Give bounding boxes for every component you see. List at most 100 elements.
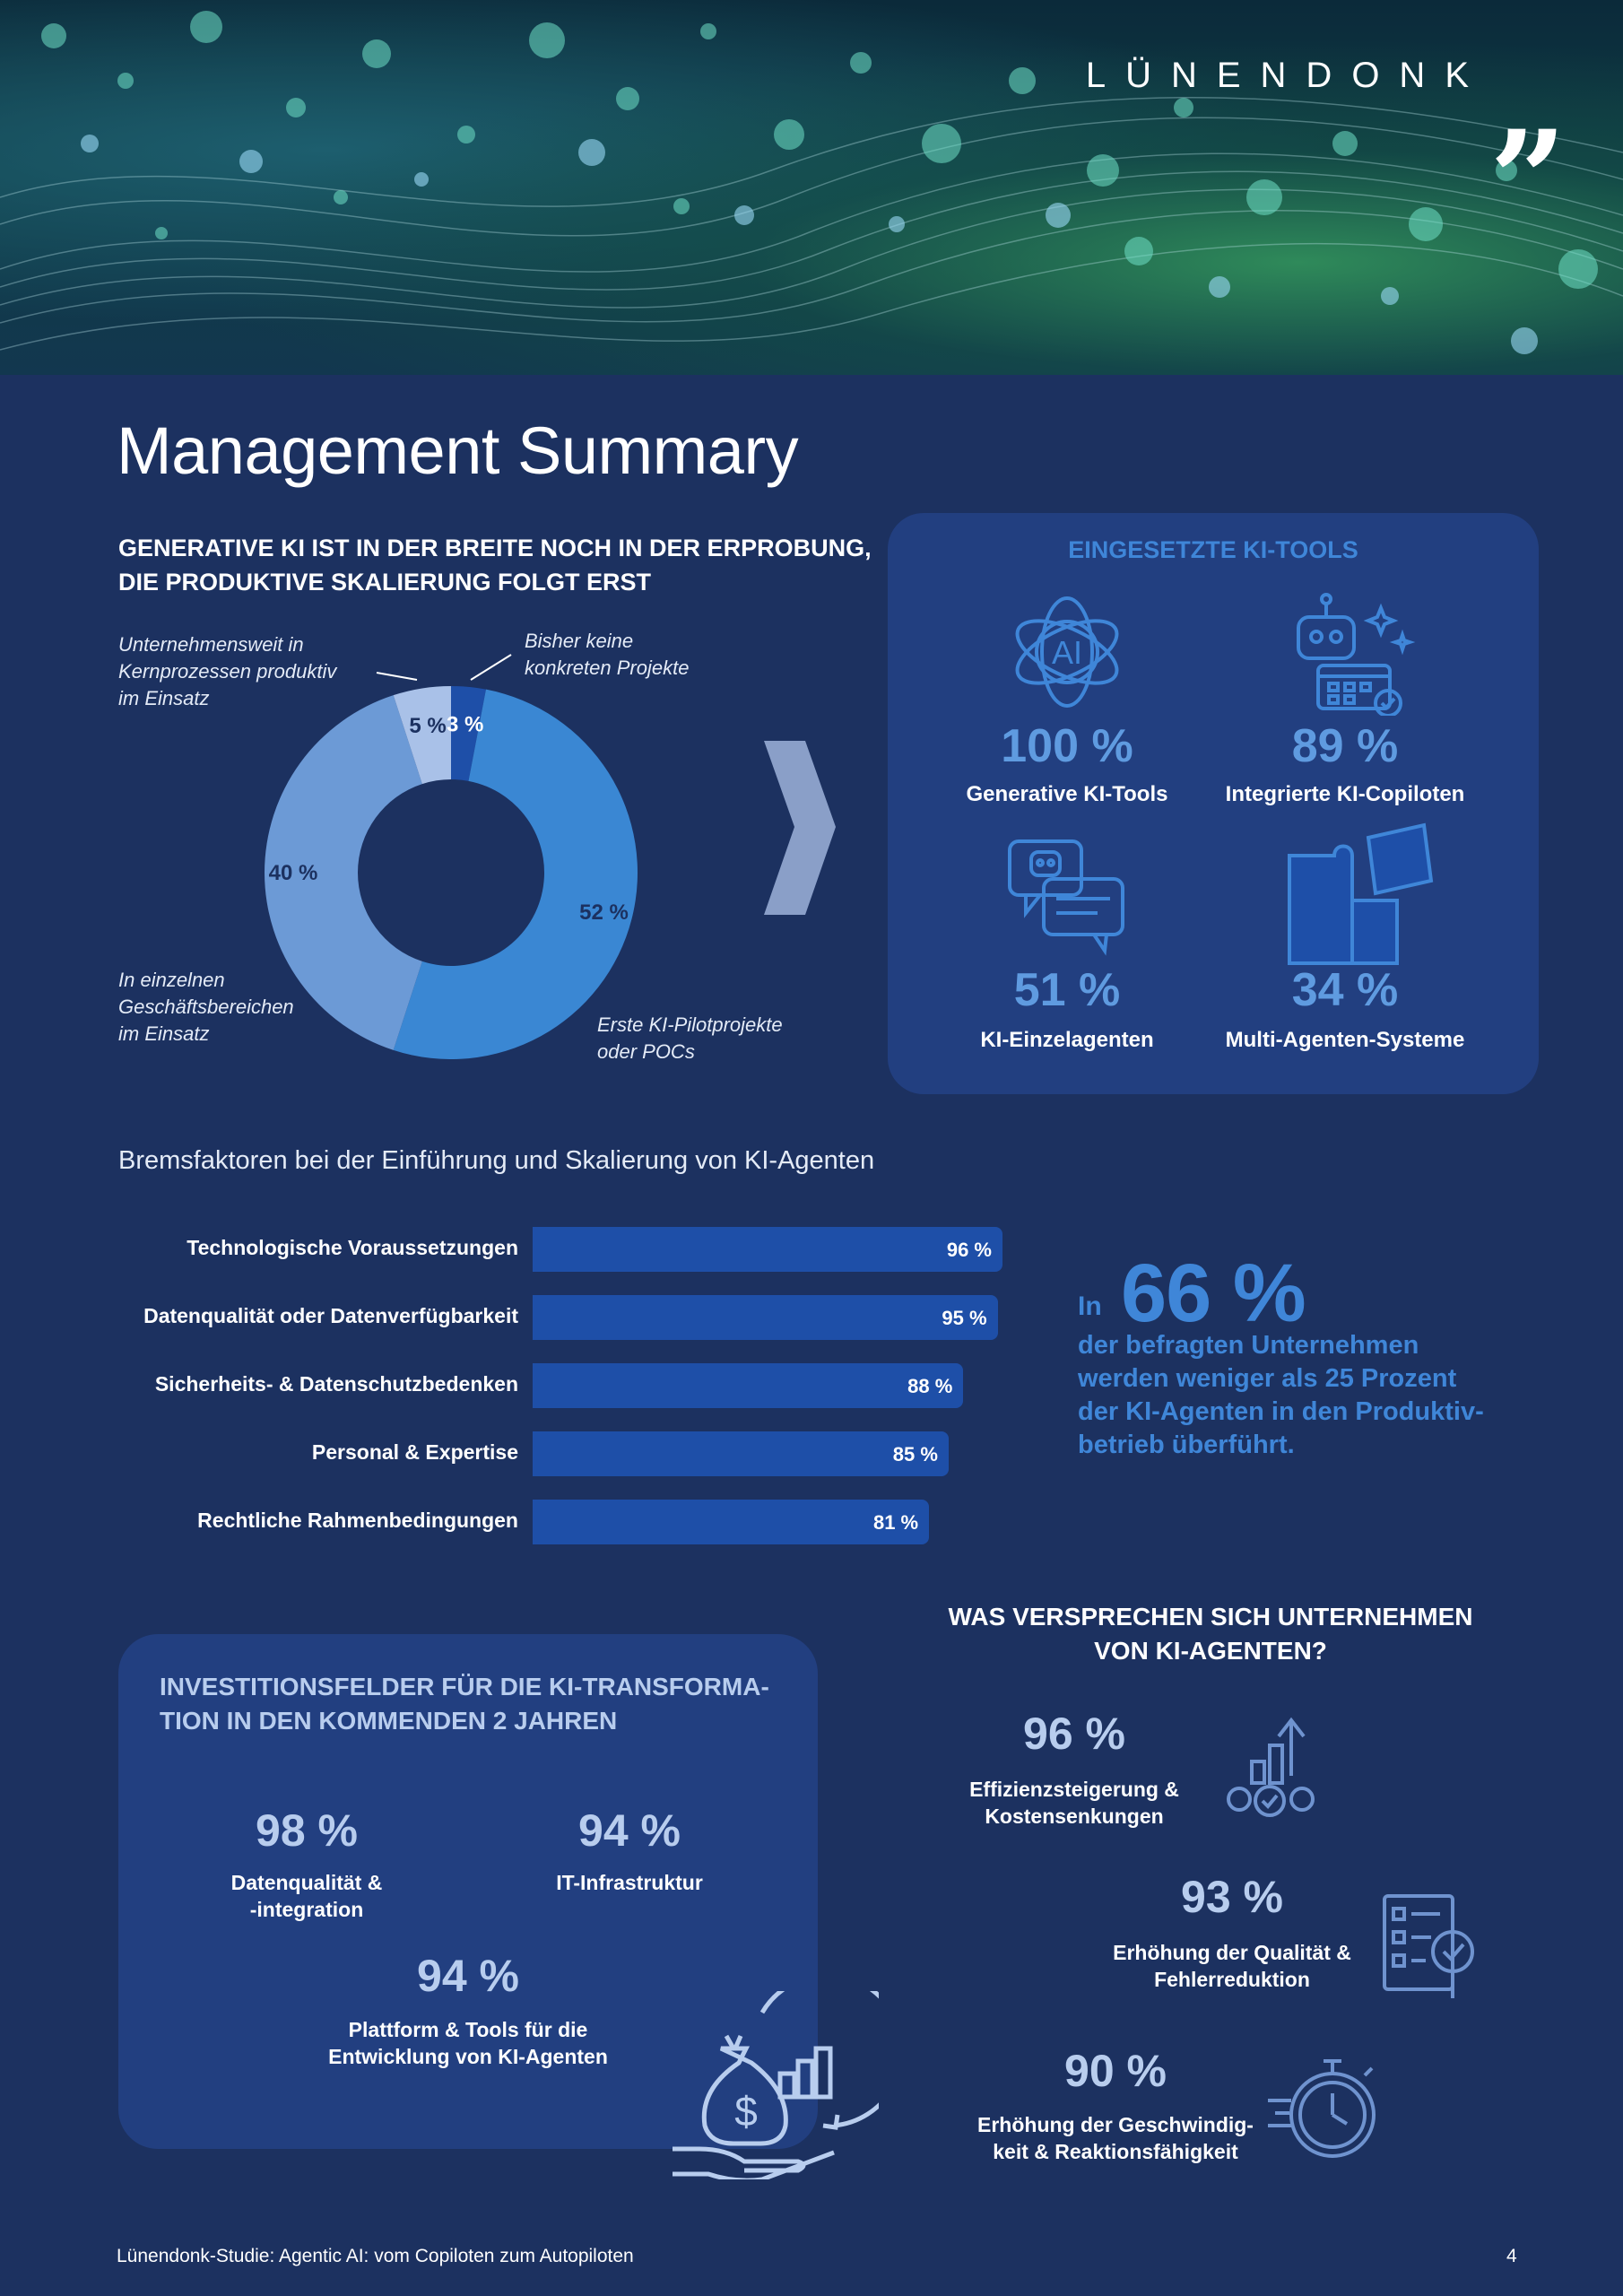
donut-segment-3 — [393, 686, 451, 785]
money-bag-hand-icon: $ — [673, 1991, 879, 2179]
fiber-optic-background — [0, 11, 1623, 354]
invest-panel: INVESTITIONSFELDER FÜR DIE KI-TRANSFORMA… — [118, 1634, 818, 2149]
invest-value-platform: 94 % — [417, 1951, 519, 2001]
adoption-donut-chart: 3 % 52 % 40 % 5 % — [265, 654, 836, 1060]
invest-label-data-line2: -integration — [249, 1898, 364, 1921]
label-pilots-line2: oder POCs — [597, 1040, 695, 1063]
stat66-line4: betrieb überführt. — [1078, 1431, 1295, 1459]
invest-label-data-line1: Datenqualität & — [230, 1871, 383, 1894]
footer-study-title: Lünendonk-Studie: Agentic AI: vom Copilo… — [117, 2246, 634, 2266]
donut-segment-0 — [451, 686, 486, 781]
invest-label-platform-line2: Entwicklung von KI-Agenten — [328, 2045, 608, 2068]
brake-label-2: Sicherheits- & Datenschutzbedenken — [154, 1372, 518, 1396]
brakes-heading: Bremsfaktoren bei der Einführung und Ska… — [118, 1146, 875, 1175]
brake-value-0: 96 % — [946, 1239, 992, 1261]
puzzle-icon — [1288, 822, 1434, 965]
promise-value-quality: 93 % — [1181, 1872, 1283, 1922]
stat66-line1: der befragten Unternehmen — [1078, 1331, 1419, 1360]
stopwatch-icon — [1268, 2059, 1376, 2158]
tool-label-single-agents: KI-Einzelagenten — [980, 1028, 1154, 1052]
label-divisions: In einzelnen Geschäftsbereichen im Einsa… — [118, 967, 294, 1048]
stat66-prefix: In — [1078, 1292, 1102, 1321]
label-no-projects-line1: Bisher keine — [525, 630, 634, 652]
promise-value-speed: 90 % — [1064, 2046, 1167, 2096]
label-divisions-line3: im Einsatz — [118, 1022, 210, 1045]
tools-panel: EINGESETZTE KI-TOOLS AI 100 % Generative… — [888, 513, 1539, 1094]
brake-value-3: 85 % — [892, 1443, 938, 1465]
label-enterprise-line2: Kernprozessen produktiv — [118, 660, 337, 683]
invest-label-platform-line1: Plattform & Tools für die — [348, 2018, 588, 2041]
promise-label-quality: Erhöhung der Qualität & Fehlerreduktion — [1089, 1939, 1376, 1993]
donut-segment-2 — [265, 695, 422, 1050]
promise-label-efficiency-line1: Effizienzsteigerung & — [969, 1778, 1179, 1801]
leader-line-enterprise — [376, 672, 418, 681]
donut-label-1: 52 % — [579, 900, 629, 925]
footer-page-number: 4 — [1506, 2246, 1517, 2266]
tool-value-multi-agents: 34 % — [1291, 964, 1399, 1016]
checklist-magnifier-icon — [1383, 1894, 1474, 1998]
promise-label-efficiency: Effizienzsteigerung & Kostensenkungen — [931, 1776, 1218, 1830]
label-no-projects: Bisher keine konkreten Projekte — [525, 628, 689, 682]
adoption-heading: GENERATIVE KI IST IN DER BREITE NOCH IN … — [118, 531, 890, 599]
stat66-value: 66 % — [1121, 1248, 1306, 1339]
donut-label-3: 5 % — [409, 714, 446, 738]
label-divisions-line2: Geschäftsbereichen — [118, 996, 294, 1018]
brake-value-1: 95 % — [942, 1307, 987, 1329]
brake-value-4: 81 % — [872, 1511, 919, 1534]
tool-label-generative: Generative KI-Tools — [966, 782, 1168, 806]
label-pilots: Erste KI-Pilotprojekte oder POCs — [597, 1012, 783, 1065]
svg-text:AI: AI — [1052, 634, 1082, 671]
tool-value-single-agents: 51 % — [1013, 964, 1121, 1016]
ai-atom-icon: AI — [1015, 596, 1119, 708]
page-title: Management Summary — [117, 413, 799, 488]
brake-bar-2 — [533, 1363, 964, 1408]
label-pilots-line1: Erste KI-Pilotprojekte — [597, 1013, 783, 1036]
promise-label-speed-line1: Erhöhung der Geschwindig- — [977, 2113, 1254, 2136]
brand-logo-text: LÜNENDONK — [1085, 56, 1488, 95]
donut-segment-labels: 3 % 52 % 40 % 5 % — [269, 713, 629, 925]
invest-heading: INVESTITIONSFELDER FÜR DIE KI-TRANSFORMA… — [160, 1670, 769, 1738]
brake-bar-4 — [533, 1500, 930, 1544]
brand-quote-mark: „ — [1491, 24, 1569, 182]
invest-label-infra: IT-Infrastruktur — [477, 1869, 782, 1896]
label-enterprise-line1: Unternehmensweit in — [118, 633, 304, 656]
invest-label-data: Datenqualität & -integration — [154, 1869, 459, 1923]
invest-value-infra: 94 % — [578, 1805, 681, 1856]
invest-heading-line1: INVESTITIONSFELDER FÜR DIE KI-TRANSFORMA… — [160, 1673, 769, 1700]
brake-label-0: Technologische Voraussetzungen — [187, 1236, 518, 1259]
promise-heading-line2: VON KI-AGENTEN? — [1094, 1637, 1327, 1665]
promise-value-efficiency: 96 % — [1023, 1709, 1125, 1759]
gears-growth-icon — [1227, 1717, 1315, 1817]
donut-segment-1 — [393, 689, 638, 1060]
donut-label-0: 3 % — [447, 713, 483, 737]
brake-bar-3 — [533, 1431, 949, 1476]
invest-value-data: 98 % — [256, 1805, 358, 1856]
adoption-heading-line2: DIE PRODUKTIVE SKALIERUNG FOLGT ERST — [118, 569, 652, 596]
promise-heading: WAS VERSPRECHEN SICH UNTERNEHMEN VON KI-… — [933, 1600, 1488, 1668]
label-no-projects-line2: konkreten Projekte — [525, 657, 690, 679]
brake-bar-0 — [533, 1227, 1002, 1272]
brake-label-3: Personal & Expertise — [311, 1440, 518, 1464]
invest-label-platform: Plattform & Tools für die Entwicklung vo… — [316, 2016, 621, 2070]
donut-segments — [265, 686, 638, 1060]
brake-label-4: Rechtliche Rahmenbedingungen — [197, 1509, 518, 1532]
label-enterprise-line3: im Einsatz — [118, 687, 210, 709]
invest-heading-line2: TION IN DEN KOMMENDEN 2 JAHREN — [160, 1707, 618, 1735]
invest-label-infra-line1: IT-Infrastruktur — [556, 1871, 703, 1894]
stat66-text: der befragten Unternehmen werden weniger… — [1078, 1329, 1508, 1462]
stat66-line3: der KI-Agenten in den Produktiv- — [1078, 1397, 1484, 1426]
stat66-line2: werden weniger als 25 Prozent — [1078, 1364, 1457, 1393]
brake-label-1: Datenqualität oder Datenverfügbarkeit — [143, 1304, 518, 1327]
label-enterprise-wide: Unternehmensweit in Kernprozessen produk… — [118, 631, 336, 712]
tool-value-copilots: 89 % — [1291, 720, 1399, 772]
tools-heading: EINGESETZTE KI-TOOLS — [1068, 536, 1358, 563]
brake-bar-1 — [533, 1295, 998, 1340]
donut-label-2: 40 % — [269, 861, 318, 885]
chat-bot-icon — [1008, 839, 1124, 956]
chevron-right-icon — [764, 741, 836, 915]
promise-label-quality-line1: Erhöhung der Qualität & — [1113, 1941, 1351, 1964]
promise-heading-line1: WAS VERSPRECHEN SICH UNTERNEHMEN — [948, 1603, 1473, 1631]
tool-label-multi-agents: Multi-Agenten-Systeme — [1225, 1028, 1465, 1052]
tool-label-copilots: Integrierte KI-Copiloten — [1225, 782, 1465, 806]
promise-label-quality-line2: Fehlerreduktion — [1154, 1968, 1310, 1991]
